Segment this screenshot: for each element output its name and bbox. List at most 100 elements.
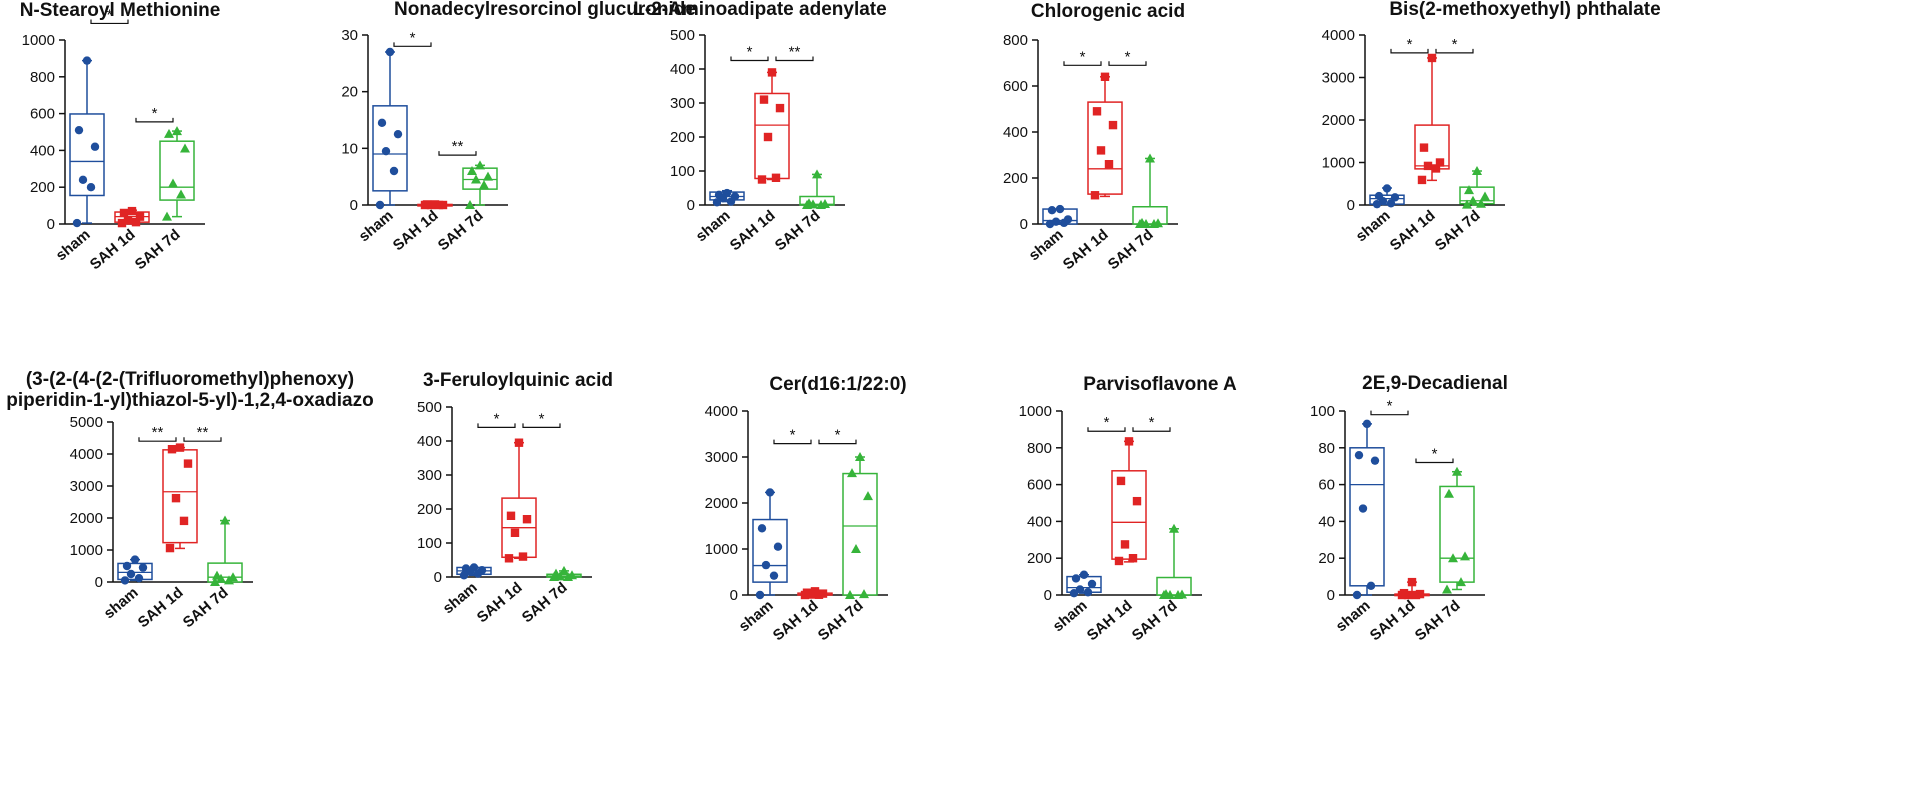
data-point — [381, 146, 391, 156]
series-sah7d — [1156, 523, 1192, 599]
box — [1132, 206, 1168, 225]
data-point — [763, 132, 773, 142]
data-point — [1149, 219, 1159, 228]
data-point — [1055, 204, 1065, 214]
data-point — [800, 590, 810, 600]
data-point — [771, 173, 781, 182]
y-tick-label: 4000 — [705, 403, 738, 420]
significance-bracket — [393, 42, 432, 47]
data-point — [220, 515, 230, 525]
chart-title: Nonadecylresorcinol glucuronide — [394, 0, 696, 20]
significance-label: * — [152, 105, 158, 122]
data-point — [559, 565, 569, 575]
data-point — [459, 571, 469, 580]
significance-label: * — [1080, 48, 1086, 65]
data-point — [1108, 120, 1118, 130]
series-sah1d — [1111, 437, 1147, 566]
y-tick-label: 100 — [417, 535, 442, 552]
y-tick-label: 2000 — [70, 510, 103, 527]
significance-bracket — [477, 423, 516, 428]
y-tick-label: 30 — [341, 27, 358, 44]
data-point — [375, 200, 385, 210]
y-tick-label: 0 — [1020, 216, 1028, 233]
y-tick-label: 500 — [670, 27, 695, 44]
data-point — [1159, 590, 1169, 599]
data-point — [465, 200, 475, 209]
y-tick-label: 200 — [1003, 170, 1028, 187]
data-point — [1071, 574, 1081, 583]
data-point — [1362, 419, 1372, 429]
data-point — [845, 590, 855, 599]
series-sham — [1042, 204, 1078, 229]
data-point — [510, 528, 520, 537]
data-point — [1128, 554, 1138, 563]
y-tick-label: 400 — [30, 142, 55, 159]
box — [1349, 447, 1385, 587]
x-tick-label: SAH 1d — [1060, 226, 1112, 273]
y-tick-label: 600 — [1003, 78, 1028, 95]
data-point — [1460, 551, 1470, 561]
data-point — [555, 571, 565, 581]
data-point — [1124, 437, 1134, 446]
y-tick-label: 200 — [30, 179, 55, 196]
data-point — [130, 555, 140, 564]
chart-title: 3-Feruloylquinic acid — [423, 370, 613, 391]
series-sham — [1369, 184, 1405, 209]
chart-title: N-Stearoyl Methionine — [20, 0, 221, 21]
box — [372, 105, 408, 192]
data-point — [1114, 556, 1124, 566]
data-point — [131, 217, 141, 227]
chart-title: Chlorogenic acid — [1031, 1, 1185, 22]
panel-7: 3-Feruloylquinic acid0100200300400500sha… — [417, 370, 613, 626]
data-point — [1472, 166, 1482, 175]
data-point — [176, 189, 186, 199]
data-point — [1352, 590, 1362, 600]
series-sah1d — [501, 438, 537, 563]
series-sah7d — [1459, 166, 1495, 209]
data-point — [1090, 191, 1100, 200]
series-sah7d — [546, 565, 582, 581]
data-point — [1145, 153, 1155, 163]
y-tick-label: 20 — [1318, 550, 1335, 567]
panel-2: Nonadecylresorcinol glucuronide0102030sh… — [341, 0, 696, 254]
data-point — [1100, 72, 1110, 81]
data-point — [847, 468, 857, 478]
data-point — [726, 197, 736, 206]
significance-bracket — [1108, 61, 1147, 66]
y-tick-label: 0 — [47, 216, 55, 233]
data-point — [1431, 164, 1441, 173]
data-point — [1083, 588, 1093, 597]
significance-label: * — [1432, 446, 1438, 463]
chart-title: Bis(2-methoxyethyl) phthalate — [1389, 0, 1660, 20]
y-tick-label: 300 — [417, 467, 442, 484]
data-point — [168, 178, 178, 188]
data-point — [1370, 456, 1380, 465]
significance-label: * — [494, 410, 500, 427]
series-sah7d — [799, 169, 835, 209]
data-point — [164, 128, 174, 138]
data-point — [522, 515, 532, 524]
significance-label: * — [747, 44, 753, 61]
panel-5: Bis(2-methoxyethyl) phthalate 0 1000 2000 30… — [1322, 0, 1661, 254]
data-point — [563, 572, 573, 581]
y-tick-label: 60 — [1318, 477, 1335, 494]
y-tick-label: 0 — [730, 587, 738, 604]
data-point — [172, 126, 182, 136]
data-point — [1417, 175, 1427, 185]
data-point — [1444, 488, 1454, 498]
significance-label: * — [835, 427, 841, 444]
x-tick-label: SAH 1d — [770, 597, 822, 644]
data-point — [1358, 504, 1368, 513]
data-point — [434, 200, 444, 210]
x-tick-label: SAH 1d — [390, 207, 442, 254]
data-point — [1407, 577, 1417, 587]
y-tick-label: 0 — [1347, 197, 1355, 214]
significance-label: ** — [197, 424, 209, 441]
data-point — [1462, 199, 1472, 209]
significance-bracket — [183, 437, 222, 442]
y-tick-label: 600 — [30, 106, 55, 123]
data-point — [1448, 553, 1458, 563]
data-point — [1397, 590, 1407, 600]
panel-1: N-Stearoyl Methionine02004006008001000sh… — [20, 0, 221, 273]
box — [799, 195, 835, 206]
